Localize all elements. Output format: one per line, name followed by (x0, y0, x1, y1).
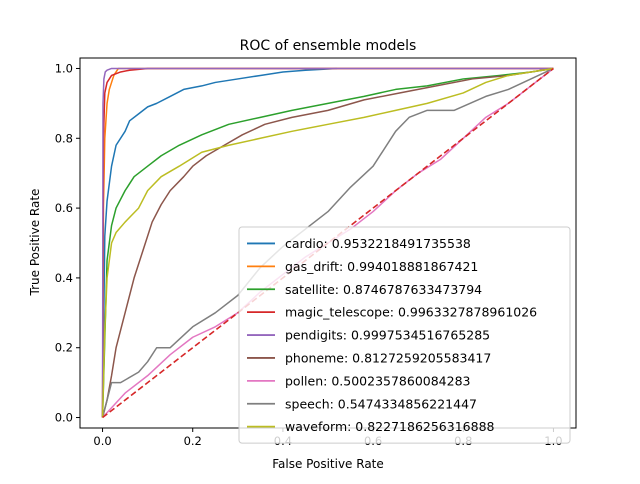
roc-curve-phoneme (101, 67, 554, 418)
y-tick-label: 0.0 (55, 411, 73, 425)
diagonal-reference-line (102, 67, 554, 419)
y-tick-label: 0.2 (55, 341, 73, 355)
legend-label: magic_telescope: 0.9963327878961026 (285, 305, 537, 320)
y-axis-label: True Positive Rate (28, 189, 42, 297)
legend-label: phoneme: 0.8127259205583417 (285, 350, 491, 365)
roc-curve-pendigits (101, 67, 554, 418)
legend-label: pendigits: 0.9997534516765285 (285, 328, 490, 343)
legend-label: speech: 0.5474334856221447 (285, 396, 477, 411)
legend-label: pollen: 0.5002357860084283 (285, 373, 471, 388)
y-tick-label: 1.0 (55, 61, 73, 75)
x-axis-label: False Positive Rate (272, 457, 384, 471)
plot-layer (101, 67, 554, 419)
y-tick-label: 0.4 (55, 271, 73, 285)
legend-label: cardio: 0.9532218491735538 (285, 236, 471, 251)
chart-title: ROC of ensemble models (240, 38, 417, 54)
y-tick-label: 0.8 (55, 131, 73, 145)
y-tick-label: 0.6 (55, 201, 73, 215)
legend: cardio: 0.9532218491735538 gas_drift: 0.9… (238, 226, 571, 444)
legend-label: gas_drift: 0.994018881867421 (285, 259, 478, 274)
x-tick-label: 0.2 (184, 434, 202, 448)
legend-box (238, 226, 571, 444)
roc-curve-cardio (101, 67, 338, 418)
x-tick-label: 0.0 (93, 434, 111, 448)
legend-label: waveform: 0.8227186256316888 (285, 419, 495, 434)
roc-curve-satellite (101, 67, 554, 418)
legend-label: satellite: 0.8746787633473794 (285, 282, 482, 297)
roc-curve-waveform (101, 67, 554, 418)
